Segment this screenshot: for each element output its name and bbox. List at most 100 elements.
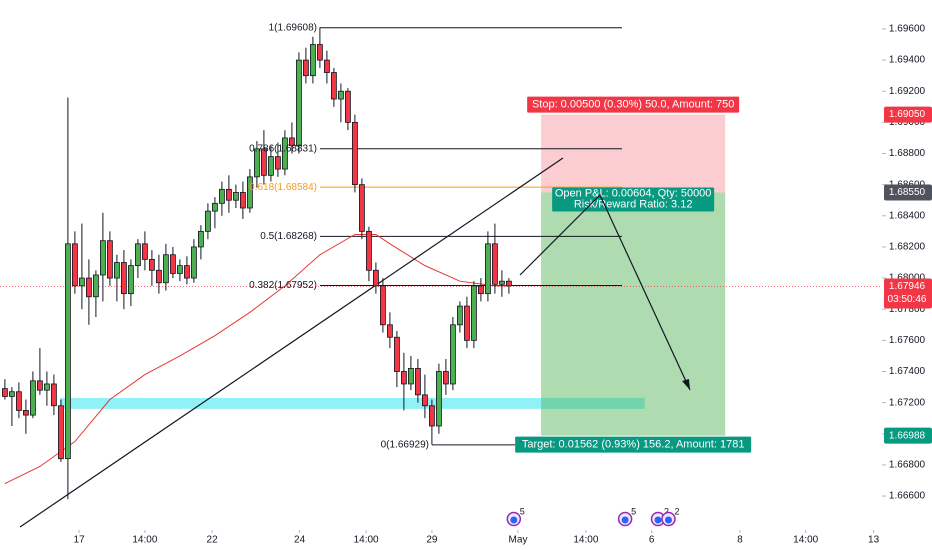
y-tick-label: 1.67800 bbox=[889, 304, 926, 315]
entry-badge-box bbox=[884, 184, 932, 201]
fib-label: 0.382(1.67952) bbox=[249, 280, 317, 291]
y-tick-label: 1.69200 bbox=[889, 86, 926, 97]
candle-body bbox=[365, 230, 372, 271]
candle-body bbox=[155, 269, 162, 284]
fib-label: 0.786(1.68831) bbox=[249, 143, 317, 154]
candle-body bbox=[29, 380, 36, 416]
candle-body bbox=[218, 188, 225, 204]
candle-body bbox=[239, 192, 246, 209]
target-area bbox=[541, 192, 726, 436]
event-count: 2 bbox=[664, 506, 669, 516]
trend-line bbox=[19, 157, 564, 528]
candle-body bbox=[51, 383, 57, 407]
candle-body bbox=[372, 269, 379, 287]
projection-arrow bbox=[519, 193, 691, 391]
candle-body bbox=[204, 210, 211, 232]
y-tick-label: 1.69400 bbox=[889, 55, 926, 66]
candle-body bbox=[428, 405, 435, 427]
stop-badge: 1.69050 bbox=[889, 109, 926, 120]
candle-body bbox=[456, 305, 463, 326]
event-count: 5 bbox=[631, 506, 636, 516]
candle-body bbox=[358, 184, 365, 232]
candle-body bbox=[309, 44, 316, 77]
candle-body bbox=[197, 230, 204, 248]
candle-body bbox=[15, 391, 22, 411]
candle-body bbox=[379, 285, 386, 326]
arrow-head bbox=[682, 379, 690, 390]
candle-body bbox=[141, 243, 148, 260]
candle-body bbox=[44, 383, 50, 391]
candle-body bbox=[37, 380, 43, 391]
candle-body bbox=[484, 243, 491, 295]
candle-body bbox=[79, 277, 85, 287]
x-tick-label: 6 bbox=[649, 535, 655, 546]
x-tick-label: 24 bbox=[294, 535, 306, 546]
candle-body bbox=[134, 243, 141, 267]
candle-body bbox=[211, 202, 218, 212]
candle-body bbox=[225, 188, 232, 201]
stop-area bbox=[541, 114, 726, 193]
y-tick-label: 1.68200 bbox=[889, 242, 926, 253]
target-badge-box bbox=[884, 427, 932, 444]
x-tick-label: 29 bbox=[426, 535, 438, 546]
stop-badge-box bbox=[884, 106, 932, 123]
y-tick-label: 1.66800 bbox=[889, 460, 926, 471]
candle-body bbox=[344, 90, 351, 123]
candle-body bbox=[190, 246, 197, 279]
candle-body bbox=[281, 137, 288, 170]
event-icon-core bbox=[621, 516, 629, 524]
target-label: Target: 0.01562 (0.93%) 156.2, Amount: 1… bbox=[522, 439, 745, 451]
price-badge: 1.67946 bbox=[889, 281, 926, 292]
x-tick-label: 22 bbox=[207, 535, 219, 546]
x-tick-label: 14:00 bbox=[354, 535, 379, 546]
y-tick-label: 1.66600 bbox=[889, 491, 926, 502]
y-tick-label: 1.67400 bbox=[889, 366, 926, 377]
x-tick-label: 14:00 bbox=[132, 535, 157, 546]
countdown: 03:50:46 bbox=[888, 294, 927, 305]
candle-body bbox=[121, 262, 127, 295]
candle-body bbox=[232, 192, 239, 201]
candle-body bbox=[421, 394, 428, 407]
candle-body bbox=[148, 258, 155, 271]
candle-body bbox=[498, 280, 505, 285]
pnl-label: Open P&L: 0.00604, Qty: 50000 bbox=[555, 187, 712, 199]
candle-body bbox=[267, 156, 274, 176]
candle-body bbox=[246, 176, 253, 209]
candle-body bbox=[114, 262, 120, 279]
fib-label: 0(1.66929) bbox=[381, 439, 429, 450]
event-icon-core bbox=[510, 516, 518, 524]
candle-body bbox=[127, 265, 134, 295]
y-tick-label: 1.68000 bbox=[889, 273, 926, 284]
candle-body bbox=[1, 388, 8, 397]
fib-label: 0.5(1.68268) bbox=[260, 231, 317, 242]
candle-body bbox=[351, 121, 358, 186]
candle-body bbox=[72, 243, 78, 287]
y-tick-label: 1.67200 bbox=[889, 397, 926, 408]
candle-body bbox=[414, 367, 421, 396]
target-badge: 1.66988 bbox=[889, 430, 926, 441]
candle-body bbox=[491, 243, 498, 285]
event-icon-core bbox=[665, 516, 672, 524]
candle-body bbox=[274, 156, 281, 170]
candle-body bbox=[8, 391, 15, 397]
candle-body bbox=[86, 277, 92, 298]
pnl-box bbox=[552, 187, 715, 212]
candle-body bbox=[316, 44, 323, 61]
candle-body bbox=[100, 240, 106, 276]
candle-body bbox=[176, 265, 183, 274]
candle-body bbox=[323, 59, 330, 73]
candle-body bbox=[400, 371, 407, 385]
x-tick-label: 14:00 bbox=[573, 535, 598, 546]
y-tick-label: 1.67600 bbox=[889, 335, 926, 346]
candle-body bbox=[260, 148, 267, 176]
candle-body bbox=[463, 305, 470, 341]
x-tick-label: 13 bbox=[868, 535, 880, 546]
candle-body bbox=[470, 285, 477, 341]
fib-label: 1(1.69608) bbox=[269, 22, 317, 33]
candle-body bbox=[477, 285, 484, 295]
y-tick-label: 1.68800 bbox=[889, 148, 926, 159]
moving-average bbox=[4, 233, 509, 485]
candle-body bbox=[65, 243, 71, 460]
